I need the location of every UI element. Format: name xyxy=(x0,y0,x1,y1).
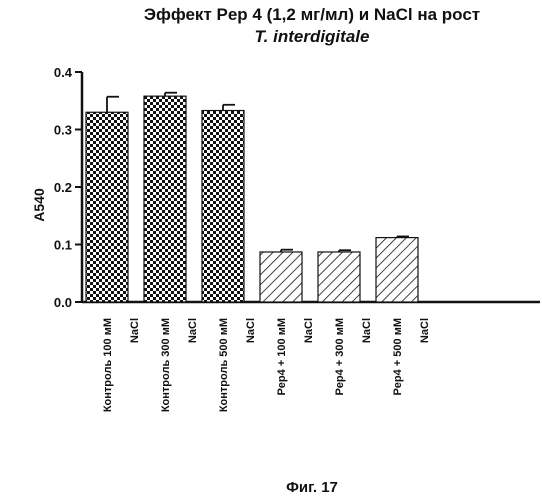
x-tick-label-line1: Контроль 300 мМ xyxy=(160,318,172,412)
bar xyxy=(144,96,186,302)
y-tick-label: 0.0 xyxy=(54,295,72,310)
figure-caption: Фиг. 17 xyxy=(286,479,338,496)
bar xyxy=(260,252,302,302)
x-tick-label-line2: NaCl xyxy=(187,318,199,343)
y-tick-label: 0.1 xyxy=(54,238,72,253)
x-tick-label: Контроль 300 мМ NaCl xyxy=(160,318,199,412)
y-tick-label: 0.3 xyxy=(54,123,72,138)
x-tick-label: Контроль 500 мМ NaCl xyxy=(218,318,257,412)
x-tick-label-line1: Контроль 100 мМ xyxy=(102,318,114,412)
bar xyxy=(86,112,128,302)
x-tick-label: Pep4 + 500 мМ NaCl xyxy=(392,318,431,396)
y-axis-label: A540 xyxy=(31,188,47,222)
bars xyxy=(86,93,418,302)
x-tick-label-line1: Контроль 500 мМ xyxy=(218,318,230,412)
x-tick-label-line1: Pep4 + 500 мМ xyxy=(392,318,404,396)
x-tick-label: Pep4 + 300 мМ NaCl xyxy=(334,318,373,396)
bar xyxy=(202,111,244,302)
x-tick-label-line2: NaCl xyxy=(129,318,141,343)
chart-title-line1: Эффект Pep 4 (1,2 мг/мл) и NaCl на рост xyxy=(144,5,480,24)
bar xyxy=(376,238,418,302)
x-tick-label-line1: Pep4 + 100 мМ xyxy=(276,318,288,396)
x-tick-label-line2: NaCl xyxy=(303,318,315,343)
x-tick-label-line1: Pep4 + 300 мМ xyxy=(334,318,346,396)
x-tick-label-line2: NaCl xyxy=(245,318,257,343)
chart-title-line2: T. interdigitale xyxy=(255,27,370,46)
x-tick-label: Pep4 + 100 мМ NaCl xyxy=(276,318,315,396)
x-tick-label: Контроль 100 мМ NaCl xyxy=(102,318,141,412)
y-ticks: 0.0 0.1 0.2 0.3 0.4 xyxy=(54,65,82,310)
x-tick-label-line2: NaCl xyxy=(419,318,431,343)
y-tick-label: 0.4 xyxy=(54,65,73,80)
y-tick-label: 0.2 xyxy=(54,180,72,195)
x-tick-labels: Контроль 100 мМNaClКонтроль 300 мМNaClКо… xyxy=(102,318,431,412)
x-tick-label-line2: NaCl xyxy=(361,318,373,343)
bar xyxy=(318,252,360,302)
